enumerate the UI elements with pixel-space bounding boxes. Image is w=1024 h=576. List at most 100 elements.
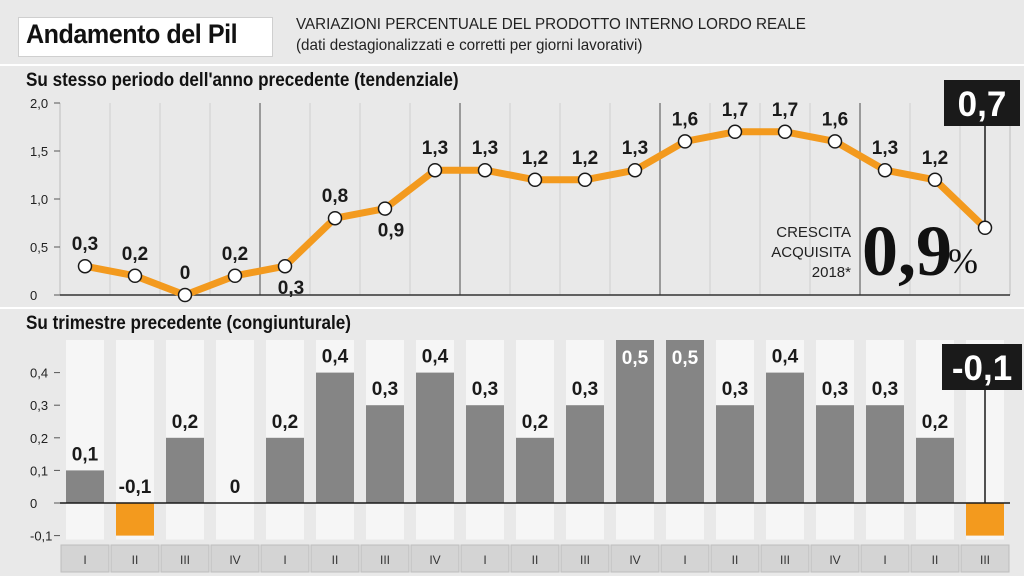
quarter-label-cell: [510, 544, 560, 573]
quarter-label-cell: [360, 544, 410, 573]
line-y-tick-label: 2,0: [30, 96, 48, 111]
bar: [566, 405, 604, 503]
line-data-label: 0,8: [322, 186, 348, 207]
line-data-label: 1,7: [772, 100, 798, 121]
line-y-tick-label: 0,5: [30, 240, 48, 255]
line-point: [477, 162, 493, 178]
line-y-tick-label: 1,0: [30, 192, 48, 207]
top-divider: [0, 64, 1024, 66]
bar-callout-value: -0,1: [952, 349, 1012, 388]
bar-data-label: 0,3: [372, 379, 398, 400]
bar-y-tick-label: 0,4: [30, 366, 48, 381]
quarter-label-cell: [460, 544, 510, 573]
line-point: [277, 258, 293, 274]
bar: [866, 405, 904, 503]
bar-data-label: 0,2: [172, 412, 198, 433]
subtitle-line-2: (dati destagionalizzati e corretti per g…: [296, 37, 643, 54]
quarter-label: II: [532, 553, 539, 567]
quarter-label: III: [380, 553, 390, 567]
bar-data-label: 0,5: [622, 348, 649, 369]
quarter-label-cell: [710, 544, 760, 573]
quarter-label: III: [580, 553, 590, 567]
quarter-label-cell: [860, 544, 910, 573]
line-point: [977, 220, 993, 236]
quarter-label-cell: [560, 544, 610, 573]
quarter-label: I: [483, 553, 486, 567]
crescita-acquisita-unit: %: [948, 241, 978, 281]
line-callout-value: 0,7: [958, 85, 1007, 124]
quarter-label: II: [732, 553, 739, 567]
bar-data-label: 0,4: [772, 347, 799, 368]
crescita-acquisita-label: 2018*: [812, 264, 851, 281]
line-data-label: 1,2: [922, 148, 948, 169]
quarter-label: IV: [229, 553, 240, 567]
line-point: [627, 162, 643, 178]
bar-data-label: 0,4: [422, 347, 449, 368]
bar: [466, 405, 504, 503]
bar-data-label: 0,2: [272, 412, 298, 433]
line-data-label: 1,3: [422, 138, 448, 159]
quarter-label: IV: [829, 553, 840, 567]
bar: [816, 405, 854, 503]
line-point: [927, 172, 943, 188]
line-data-label: 1,3: [622, 138, 648, 159]
quarter-label: I: [883, 553, 886, 567]
quarter-label: I: [283, 553, 286, 567]
line-point: [227, 268, 243, 284]
quarter-label-cell: [810, 544, 860, 573]
line-point: [527, 172, 543, 188]
quarter-label: I: [83, 553, 86, 567]
quarter-label: II: [332, 553, 339, 567]
line-point: [777, 124, 793, 140]
bar-data-label: 0,3: [722, 379, 748, 400]
bar-data-label: 0,4: [322, 347, 349, 368]
subtitle-line-1: VARIAZIONI PERCENTUALE DEL PRODOTTO INTE…: [296, 16, 806, 33]
line-point: [677, 134, 693, 149]
bar-data-label: 0,5: [672, 348, 699, 369]
line-data-label: 0,2: [222, 244, 248, 265]
line-point: [127, 268, 143, 284]
line-data-label: 0: [180, 263, 191, 284]
quarter-label: IV: [429, 553, 440, 567]
bar: [766, 372, 804, 503]
quarter-label-cell: [660, 544, 710, 573]
line-point: [727, 124, 743, 140]
line-data-label: 1,3: [872, 138, 898, 159]
quarter-label: II: [932, 553, 939, 567]
bar: [316, 372, 354, 503]
bar-column-bg: [216, 340, 254, 540]
bar: [716, 405, 754, 503]
bar-callout-box: [942, 344, 1022, 390]
crescita-acquisita-label: ACQUISITA: [771, 244, 851, 261]
title-box: [18, 17, 273, 57]
quarter-label-cell: [310, 544, 360, 573]
quarter-label-cell: [410, 544, 460, 573]
line-point: [327, 210, 343, 226]
bar: [616, 340, 654, 503]
bar-data-label: 0,3: [572, 379, 598, 400]
quarter-label-cell: [960, 544, 1010, 573]
bar-chart-title: Su trimestre precedente (congiunturale): [26, 313, 351, 334]
bar-y-tick-label: 0,1: [30, 463, 48, 478]
quarter-label-cell: [110, 544, 160, 573]
line-y-tick-label: 0: [30, 288, 37, 303]
line-data-label: 1,2: [522, 148, 548, 169]
bar-y-tick-label: 0,2: [30, 431, 48, 446]
line-data-label: 0,9: [378, 221, 404, 242]
line-y-tick-label: 1,5: [30, 144, 48, 159]
line-data-label: 1,6: [822, 109, 848, 130]
bar: [516, 437, 554, 503]
line-data-label: 1,7: [722, 100, 748, 121]
bar: [116, 503, 154, 536]
line-point: [427, 162, 443, 178]
bar-data-label: 0,1: [72, 444, 99, 465]
line-data-label: 0,2: [122, 244, 148, 265]
bar: [366, 405, 404, 503]
quarter-label-cell: [910, 544, 960, 573]
line-chart-title: Su stesso periodo dell'anno precedente (…: [26, 70, 459, 91]
bar-data-label: 0,2: [922, 412, 948, 433]
line-callout-box: [944, 80, 1020, 126]
line-point: [577, 172, 593, 188]
quarter-label: III: [780, 553, 790, 567]
line-point: [177, 287, 193, 303]
